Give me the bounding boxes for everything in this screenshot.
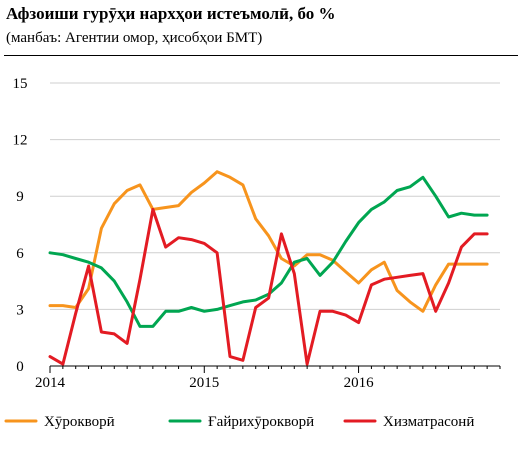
y-tick-label: 6 (16, 246, 24, 262)
legend: Хӯрокворӣ Ғайрихӯрокворӣ Хизматрасонӣ (4, 414, 474, 430)
y-tick-label: 0 (16, 359, 24, 375)
legend-label-1: Хӯрокворӣ (44, 414, 115, 430)
series-line-2 (48, 175, 489, 328)
legend-label-3: Хизматрасонӣ (383, 414, 474, 430)
title-divider (4, 55, 518, 56)
series-line-1 (48, 170, 489, 313)
chart-title: Афзоиши гурӯҳи нархҳои истеъмолӣ, бо % (6, 4, 336, 23)
y-tick-label: 3 (16, 302, 24, 318)
series-line-3 (48, 207, 489, 366)
grid-lines (50, 82, 500, 310)
y-tick-label: 9 (16, 189, 24, 205)
chart-subtitle: (манбаъ: Агентии омор, ҳисобҳои БМТ) (6, 30, 263, 46)
legend-label-2: Ғайрихӯрокворӣ (208, 414, 314, 430)
x-tick-label: 2014 (35, 375, 66, 391)
y-tick-label: 12 (13, 133, 28, 149)
series-lines (48, 170, 489, 366)
axes: 0 3 6 9 12 15 2014 2015 2016 (13, 76, 501, 391)
x-tick-label: 2016 (344, 375, 375, 391)
y-tick-label: 15 (13, 76, 28, 92)
x-tick-label: 2015 (189, 375, 219, 391)
